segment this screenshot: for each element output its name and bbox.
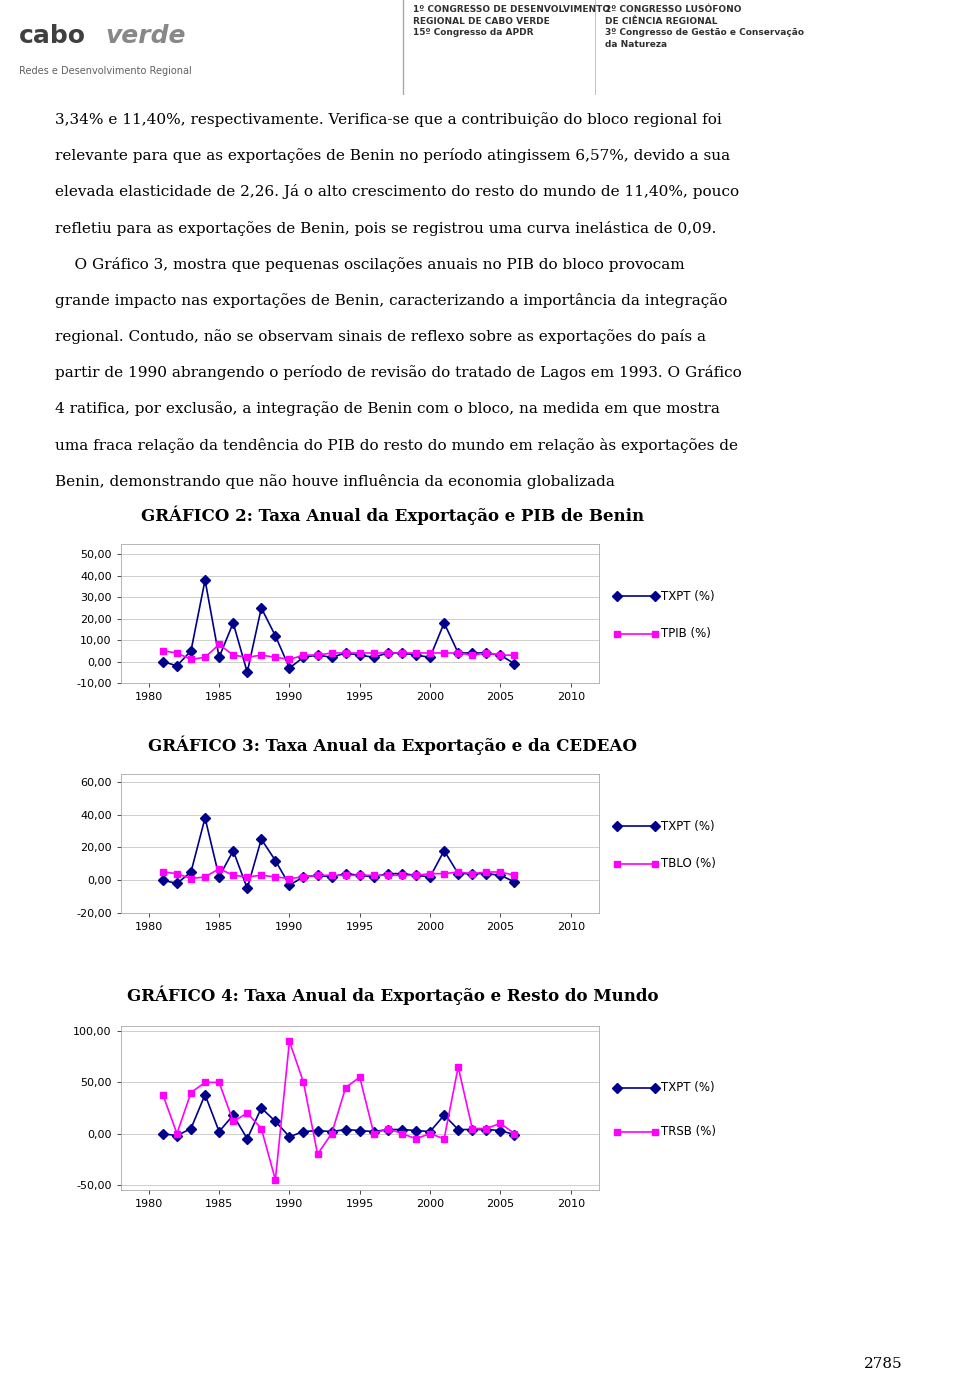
Text: verde: verde bbox=[106, 24, 186, 47]
Text: GRÁFICO 2: Taxa Anual da Exportação e PIB de Benin: GRÁFICO 2: Taxa Anual da Exportação e PI… bbox=[141, 505, 644, 525]
Text: 3,34% e 11,40%, respectivamente. Verifica-se que a contribuição do bloco regiona: 3,34% e 11,40%, respectivamente. Verific… bbox=[55, 111, 722, 127]
Text: grande impacto nas exportações de Benin, caracterizando a importância da integra: grande impacto nas exportações de Benin,… bbox=[55, 292, 728, 308]
Text: uma fraca relação da tendência do PIB do resto do mundo em relação às exportaçõe: uma fraca relação da tendência do PIB do… bbox=[55, 437, 738, 452]
Text: 2º CONGRESSO LUSÓFONO
DE CIÊNCIA REGIONAL
3º Congresso de Gestão e Conservação
d: 2º CONGRESSO LUSÓFONO DE CIÊNCIA REGIONA… bbox=[605, 4, 804, 49]
Text: Benin, demonstrando que não houve influência da economia globalizada: Benin, demonstrando que não houve influê… bbox=[55, 473, 614, 489]
Text: partir de 1990 abrangendo o período de revisão do tratado de Lagos em 1993. O Gr: partir de 1990 abrangendo o período de r… bbox=[55, 365, 742, 380]
Text: relevante para que as exportações de Benin no período atingissem 6,57%, devido a: relevante para que as exportações de Ben… bbox=[55, 148, 731, 163]
Text: 1º CONGRESSO DE DESENVOLVIMENTO
REGIONAL DE CABO VERDE
15º Congresso da APDR: 1º CONGRESSO DE DESENVOLVIMENTO REGIONAL… bbox=[413, 4, 610, 38]
Text: 4 ratifica, por exclusão, a integração de Benin com o bloco, na medida em que mo: 4 ratifica, por exclusão, a integração d… bbox=[55, 401, 720, 416]
Text: Redes e Desenvolvimento Regional: Redes e Desenvolvimento Regional bbox=[19, 67, 192, 77]
Text: regional. Contudo, não se observam sinais de reflexo sobre as exportações do paí: regional. Contudo, não se observam sinai… bbox=[55, 329, 706, 344]
Text: elevada elasticidade de 2,26. Já o alto crescimento do resto do mundo de 11,40%,: elevada elasticidade de 2,26. Já o alto … bbox=[55, 184, 739, 199]
Text: GRÁFICO 4: Taxa Anual da Exportação e Resto do Mundo: GRÁFICO 4: Taxa Anual da Exportação e Re… bbox=[127, 986, 659, 1005]
Text: refletiu para as exportações de Benin, pois se registrou uma curva inelástica de: refletiu para as exportações de Benin, p… bbox=[55, 220, 716, 235]
Text: GRÁFICO 3: Taxa Anual da Exportação e da CEDEAO: GRÁFICO 3: Taxa Anual da Exportação e da… bbox=[148, 735, 637, 754]
Text: 2785: 2785 bbox=[864, 1357, 902, 1371]
Text: cabo: cabo bbox=[19, 24, 86, 47]
Text: O Gráfico 3, mostra que pequenas oscilações anuais no PIB do bloco provocam: O Gráfico 3, mostra que pequenas oscilaç… bbox=[55, 256, 684, 271]
